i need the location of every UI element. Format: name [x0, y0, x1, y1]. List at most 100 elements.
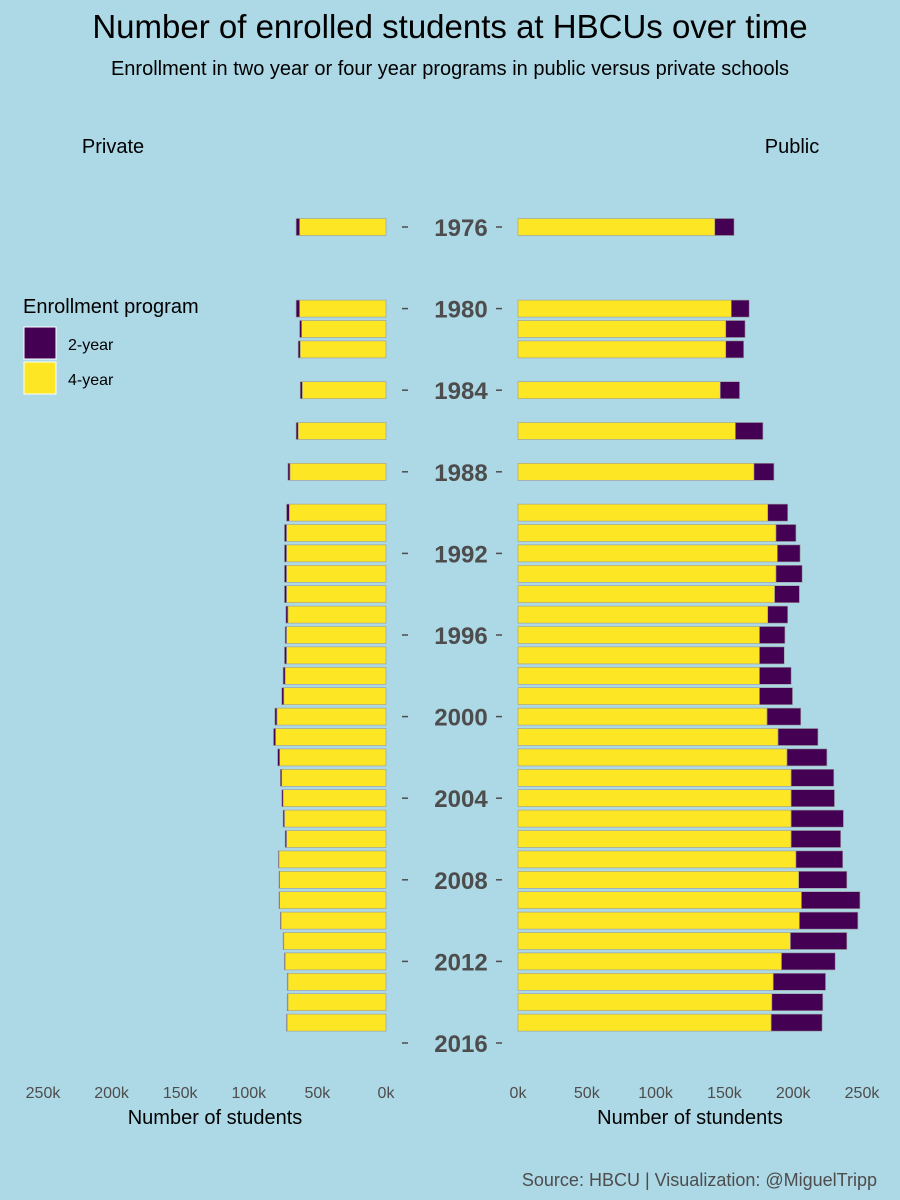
- private-bar-4-year-2006: [286, 830, 387, 848]
- public-bar-2-year-1995: [767, 605, 788, 624]
- private-bar-4-year-1976: [299, 218, 387, 236]
- public-bar-4-year-1998: [517, 666, 760, 685]
- public-x-tick-150k: 150k: [707, 1085, 743, 1102]
- public-bar-2-year-1988: [753, 462, 775, 481]
- private-bar-4-year-1994: [286, 585, 387, 604]
- private-x-axis: 250k 200k 150k 100k 50k 0k: [26, 1085, 396, 1102]
- private-bar-2-year-2005: [282, 809, 285, 828]
- private-bar-2-year-2013: [286, 972, 289, 991]
- public-bar-2-year-2003: [790, 768, 835, 787]
- private-bar-2-year-1981: [299, 320, 302, 338]
- private-bar-2-year-1998: [282, 666, 286, 685]
- public-panel-label: Public: [765, 136, 819, 158]
- private-x-tick-200k: 200k: [94, 1085, 130, 1102]
- private-bar-2-year-2007: [277, 850, 280, 869]
- private-x-axis-title: Number of students: [128, 1107, 303, 1129]
- public-bar-2-year-1981: [725, 320, 746, 338]
- public-bar-4-year-2009: [517, 891, 802, 910]
- chart-subtitle: Enrollment in two year or four year prog…: [111, 58, 789, 80]
- public-bar-4-year-2010: [517, 911, 800, 930]
- private-bar-2-year-1996: [284, 626, 287, 644]
- public-x-tick-200k: 200k: [776, 1085, 812, 1102]
- source-caption: Source: HBCU | Visualization: @MiguelTri…: [522, 1170, 877, 1190]
- public-bar-4-year-1981: [517, 320, 727, 338]
- private-x-tick-0k: 0k: [378, 1085, 396, 1102]
- public-bars: [517, 218, 861, 1032]
- public-bar-2-year-2007: [795, 850, 844, 869]
- public-bar-4-year-2004: [517, 789, 792, 808]
- private-x-tick-150k: 150k: [163, 1085, 199, 1102]
- private-bar-2-year-2014: [286, 993, 289, 1012]
- private-bar-4-year-2008: [279, 870, 387, 889]
- private-bar-2-year-2002: [277, 748, 280, 767]
- private-bar-2-year-2004: [281, 789, 284, 808]
- public-bar-4-year-2011: [517, 932, 791, 950]
- public-bar-2-year-1982: [725, 340, 744, 359]
- private-bar-4-year-2005: [284, 809, 387, 828]
- private-bar-2-year-2008: [278, 870, 280, 889]
- public-bar-2-year-2012: [781, 952, 836, 971]
- private-bar-4-year-2011: [283, 932, 387, 950]
- private-bar-4-year-2014: [287, 993, 387, 1012]
- private-bar-2-year-2015: [286, 1013, 288, 1032]
- private-bar-4-year-1986: [297, 422, 387, 440]
- public-bar-4-year-2000: [517, 707, 768, 726]
- public-bar-2-year-2004: [790, 789, 835, 808]
- public-bar-4-year-2005: [517, 809, 792, 828]
- private-bar-2-year-1990: [286, 503, 290, 522]
- public-bar-4-year-2008: [517, 870, 800, 889]
- public-bar-4-year-2006: [517, 830, 792, 848]
- public-bar-2-year-1991: [775, 524, 797, 542]
- private-bar-4-year-2015: [286, 1013, 387, 1032]
- public-bar-4-year-2015: [517, 1013, 772, 1032]
- public-bar-2-year-2006: [790, 830, 841, 848]
- legend: Enrollment program 2-year 4-year: [23, 296, 199, 395]
- public-bar-4-year-1986: [517, 422, 736, 440]
- legend-title: Enrollment program: [23, 296, 199, 318]
- private-bar-2-year-1992: [284, 544, 287, 563]
- private-bar-4-year-1988: [289, 462, 387, 481]
- private-bar-4-year-2004: [282, 789, 387, 808]
- public-bar-4-year-2001: [517, 728, 779, 746]
- public-bar-4-year-2003: [517, 768, 792, 787]
- private-bar-2-year-1995: [285, 605, 289, 624]
- public-bar-2-year-2013: [772, 972, 826, 991]
- year-label-1996: 1996: [434, 623, 487, 650]
- public-x-tick-0k: 0k: [510, 1085, 528, 1102]
- private-bar-2-year-2009: [278, 891, 280, 910]
- private-panel-label: Private: [82, 136, 144, 158]
- private-bar-4-year-1995: [287, 605, 387, 624]
- private-bar-4-year-2002: [279, 748, 387, 767]
- private-bar-4-year-1997: [286, 646, 387, 665]
- year-label-1992: 1992: [434, 541, 487, 568]
- public-bar-2-year-2008: [798, 870, 848, 889]
- private-bar-2-year-1994: [284, 585, 287, 604]
- public-bar-2-year-1993: [775, 564, 803, 583]
- public-bar-4-year-1994: [517, 585, 775, 604]
- public-bar-2-year-1984: [719, 381, 740, 400]
- public-x-tick-100k: 100k: [638, 1085, 674, 1102]
- private-bar-4-year-2012: [284, 952, 387, 971]
- public-x-axis-title: Number of stundents: [597, 1107, 783, 1129]
- public-bar-2-year-1980: [730, 299, 750, 318]
- year-label-2012: 2012: [434, 949, 487, 976]
- public-bar-4-year-1980: [517, 299, 732, 318]
- public-x-tick-50k: 50k: [574, 1085, 601, 1102]
- public-bar-2-year-2005: [790, 809, 844, 828]
- private-bar-2-year-1988: [287, 462, 291, 481]
- public-bar-4-year-1995: [517, 605, 769, 624]
- public-bar-4-year-1984: [517, 381, 721, 400]
- private-bar-4-year-2010: [280, 911, 387, 930]
- private-x-tick-50k: 50k: [305, 1085, 332, 1102]
- private-x-tick-250k: 250k: [26, 1085, 62, 1102]
- year-label-2016: 2016: [434, 1031, 487, 1058]
- private-bar-2-year-2006: [284, 830, 287, 848]
- private-bar-4-year-1999: [283, 687, 387, 706]
- public-bar-2-year-1976: [714, 218, 735, 236]
- public-x-tick-250k: 250k: [845, 1085, 881, 1102]
- public-bar-2-year-2011: [790, 932, 848, 950]
- private-bar-4-year-1982: [299, 340, 387, 359]
- private-bar-2-year-1982: [297, 340, 301, 359]
- chart-title: Number of enrolled students at HBCUs ove…: [92, 8, 807, 45]
- public-bar-2-year-2002: [786, 748, 828, 767]
